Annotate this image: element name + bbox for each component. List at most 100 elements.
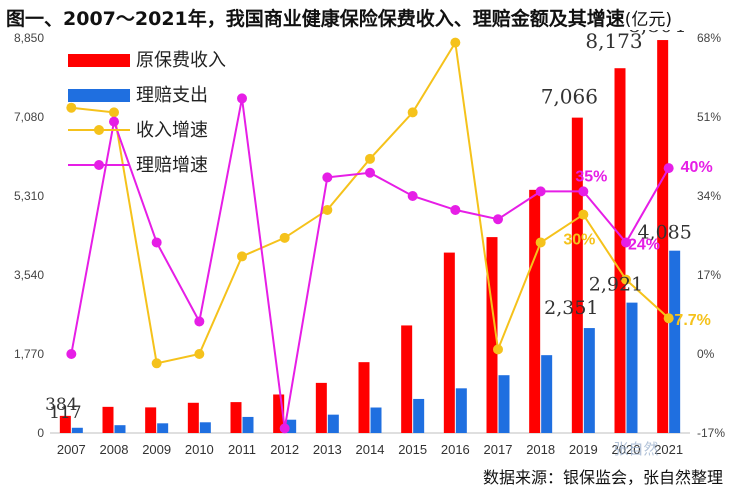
y-left-tick-label: 0	[37, 426, 44, 440]
y-right-tick-label: 68%	[697, 31, 721, 45]
data-label: 4,085	[637, 222, 691, 244]
chart-title: 图一、2007～2021年，我国商业健康保险保费收入、理赔金额及其增速(亿元)	[6, 4, 731, 32]
legend-label: 收入增速	[136, 120, 208, 141]
bar-claims	[285, 419, 297, 433]
point-claims-growth	[66, 349, 77, 359]
bar-premium	[145, 407, 157, 433]
point-premium-growth	[663, 313, 674, 324]
data-label: 8,804	[628, 30, 685, 37]
point-claims-growth	[621, 237, 631, 248]
point-premium-growth	[621, 274, 631, 285]
legend-label: 理赔支出	[136, 85, 208, 106]
legend-label: 理赔增速	[136, 155, 208, 176]
y-right-tick-label: -17%	[697, 426, 725, 440]
bar-premium	[315, 382, 327, 433]
x-tick-label: 2019	[569, 442, 598, 457]
point-premium-growth	[407, 107, 418, 118]
chart-title-text: 图一、2007～2021年，我国商业健康保险保费收入、理赔金额及其增速	[6, 8, 625, 30]
y-left-tick-label: 1,770	[14, 347, 44, 361]
bar-claims	[626, 302, 638, 433]
point-claims-growth	[194, 316, 205, 327]
point-claims-growth	[365, 167, 375, 178]
point-claims-growth	[237, 93, 247, 104]
bar-premium	[401, 325, 413, 433]
point-claims-growth	[535, 186, 546, 197]
x-tick-label: 2007	[57, 442, 86, 457]
y-right-tick-label: 17%	[697, 268, 721, 282]
point-claims-growth	[450, 204, 461, 215]
point-premium-growth	[365, 153, 375, 164]
bar-claims	[498, 375, 510, 433]
bar-premium	[187, 402, 199, 433]
x-tick-label: 2017	[484, 442, 513, 457]
data-label: 35%	[575, 168, 607, 185]
x-tick-label: 2018	[526, 442, 555, 457]
point-claims-growth	[663, 163, 674, 174]
bar-claims	[669, 250, 681, 433]
point-premium-growth	[151, 358, 162, 369]
x-tick-label: 2013	[313, 442, 342, 457]
data-label: 30%	[563, 232, 595, 249]
x-tick-label: 2010	[185, 442, 214, 457]
y-right-tick-label: 51%	[697, 110, 721, 124]
x-tick-label: 2016	[441, 442, 470, 457]
point-claims-growth	[109, 116, 119, 127]
x-tick-label: 2020	[612, 442, 641, 457]
legend-swatch-claims	[68, 89, 130, 102]
bar-premium	[571, 117, 583, 434]
legend-label: 原保费收入	[136, 50, 226, 71]
bar-claims	[242, 416, 254, 433]
y-left-tick-label: 8,850	[14, 31, 44, 45]
bar-premium	[657, 40, 669, 434]
x-tick-label: 2009	[142, 442, 171, 457]
bar-premium	[273, 394, 285, 433]
data-label: 2,351	[544, 297, 598, 319]
x-tick-label: 2014	[356, 442, 385, 457]
bar-claims	[199, 422, 211, 433]
bar-claims	[327, 414, 339, 433]
bar-claims	[413, 398, 425, 433]
legend-marker-premium-growth	[94, 125, 104, 135]
bar-premium	[529, 189, 541, 433]
legend-marker-claims-growth	[94, 160, 104, 170]
data-source-note: 数据来源：银保监会，张自然整理	[482, 468, 723, 487]
point-premium-growth	[450, 37, 461, 48]
x-tick-label: 2012	[270, 442, 299, 457]
point-premium-growth	[535, 237, 546, 248]
data-label: 2,921	[589, 274, 643, 296]
data-label: 7.7%	[674, 312, 710, 329]
chart-svg: 0 1,770 3,540 5,310 7,080 8,850 -17% 0% 17% 34% 51…	[14, 30, 725, 458]
y-left-tick-label: 5,310	[14, 189, 44, 203]
bar-premium	[230, 402, 242, 433]
bar-claims	[455, 388, 467, 433]
x-tick-label: 2015	[398, 442, 427, 457]
point-claims-growth	[151, 237, 162, 248]
x-tick-label: 2008	[100, 442, 129, 457]
legend-swatch-premium	[68, 54, 130, 67]
point-premium-growth	[194, 349, 205, 359]
chart-title-unit: (亿元)	[624, 10, 673, 30]
bar-claims	[583, 328, 595, 433]
point-claims-growth	[493, 214, 503, 225]
x-tick-label: 2011	[228, 442, 256, 457]
bar-premium	[102, 406, 114, 433]
bar-claims	[370, 407, 382, 433]
y-left-tick-label: 3,540	[14, 268, 44, 282]
point-premium-growth	[279, 232, 290, 243]
data-label: 40%	[681, 159, 713, 176]
bar-claims	[114, 425, 126, 433]
watermark-text: 张自然	[613, 440, 658, 458]
bar-premium	[59, 415, 71, 433]
data-label: 8,173	[585, 30, 642, 53]
y-right-tick-label: 34%	[697, 189, 721, 203]
point-claims-growth	[279, 423, 290, 434]
data-label: 117	[49, 403, 81, 423]
bar-claims	[71, 427, 83, 433]
point-premium-growth	[493, 344, 503, 355]
x-tick-label: 2021	[654, 442, 683, 457]
y-left-tick-label: 7,080	[14, 110, 44, 124]
bar-premium	[614, 68, 626, 434]
bar-claims	[157, 423, 169, 433]
bar-premium	[443, 252, 455, 433]
point-premium-growth	[109, 107, 119, 118]
